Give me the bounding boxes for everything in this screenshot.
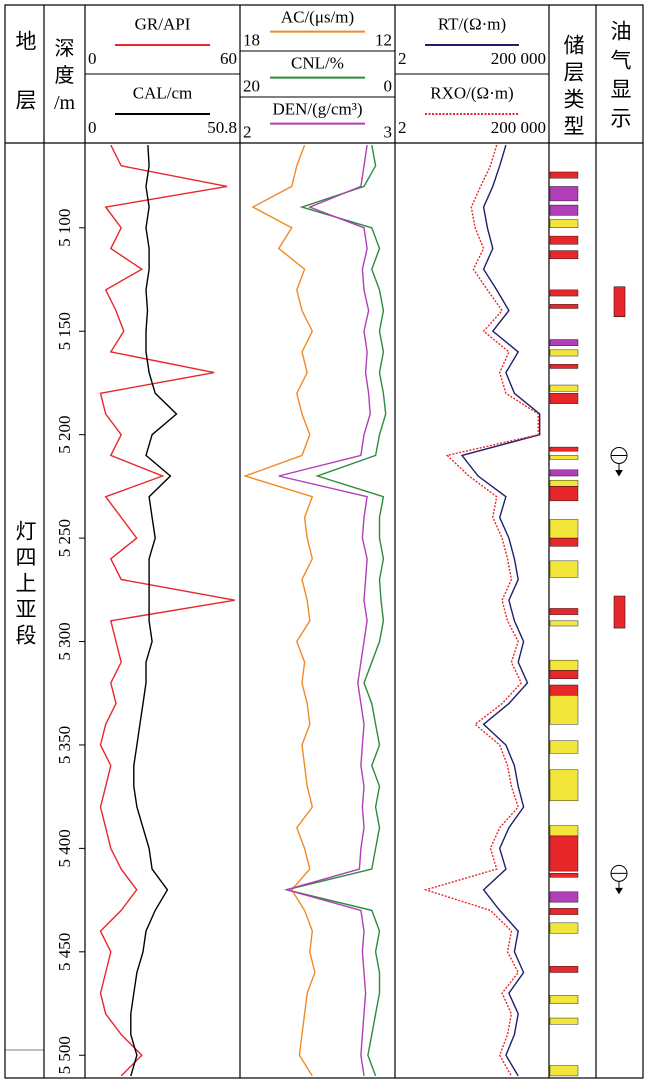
reservoir-interval: [549, 393, 579, 404]
stratum-header: 地层: [13, 30, 37, 148]
y-tick-label: 5 350: [55, 726, 74, 764]
y-tick-label: 5 200: [55, 416, 74, 454]
scale-label: 12: [375, 31, 392, 50]
reservoir-interval: [549, 835, 579, 872]
scale-label: 0: [88, 118, 97, 137]
curve: [286, 144, 387, 1077]
reservoir-interval: [549, 235, 579, 245]
curve: [242, 144, 316, 1077]
show-interval: [613, 595, 626, 629]
reservoir-interval: [549, 769, 579, 802]
scale-label: 0: [88, 49, 97, 68]
series-name: RXO/(Ω·m): [430, 84, 513, 103]
y-tick-label: 5 450: [55, 933, 74, 971]
reservoir-interval: [549, 384, 579, 392]
stratum-label: 灯四上亚段: [13, 520, 37, 650]
reservoir-interval: [549, 966, 579, 973]
reservoir-interval: [549, 204, 579, 216]
y-tick-label: 5 400: [55, 829, 74, 867]
reservoir-interval: [549, 486, 579, 502]
curve: [99, 144, 235, 1077]
reservoir-interval: [549, 659, 579, 671]
reservoir-interval: [549, 695, 579, 725]
reservoir-interval: [549, 922, 579, 934]
show-symbol: [610, 864, 628, 895]
scale-label: 2: [243, 123, 252, 142]
reservoir-interval: [549, 455, 579, 460]
reservoir-interval: [549, 825, 579, 837]
series-name: RT/(Ω·m): [438, 15, 506, 34]
scale-label: 50.8: [207, 118, 237, 137]
reservoir-interval: [549, 364, 579, 369]
reservoir-interval: [549, 349, 579, 357]
reservoir-interval: [549, 670, 579, 679]
reservoir-interval: [549, 537, 579, 547]
reservoir-interval: [549, 186, 579, 202]
series-name: CAL/cm: [133, 84, 193, 103]
y-tick-label: 5 100: [55, 209, 74, 247]
series-name: AC/(μs/m): [281, 8, 354, 27]
reservoir-interval: [549, 995, 579, 1004]
scale-label: 200 000: [491, 49, 546, 68]
depth-header-part: 深: [54, 38, 75, 60]
reservoir-interval: [549, 289, 579, 297]
reservoir-interval: [549, 891, 579, 903]
depth-header-part: /m: [53, 92, 76, 114]
scale-label: 60: [220, 49, 237, 68]
reservoir-interval: [549, 608, 579, 615]
series-name: GR/API: [135, 15, 191, 34]
reservoir-interval: [549, 560, 579, 578]
reservoir-interval: [549, 740, 579, 754]
curve: [460, 144, 541, 1077]
reservoir-interval: [549, 684, 579, 696]
curve: [130, 145, 178, 1077]
scale-label: 18: [243, 31, 260, 50]
reservoir-interval: [549, 219, 579, 229]
reservoir-interval: [549, 908, 579, 915]
frame: [4, 4, 644, 1079]
show-header: 油气显示: [608, 20, 632, 136]
reservoir-interval: [549, 1065, 579, 1077]
reservoir-interval: [549, 304, 579, 309]
reservoir-interval: [549, 873, 579, 878]
reservoir-interval: [549, 479, 579, 487]
series-name: CNL/%: [291, 54, 344, 73]
scale-label: 3: [384, 123, 393, 142]
show-symbol: [610, 446, 628, 477]
series-name: DEN/(g/cm³): [272, 100, 362, 119]
show-interval: [613, 286, 626, 318]
y-tick-label: 5 150: [55, 312, 74, 350]
reservoir-interval: [549, 469, 579, 477]
scale-label: 20: [243, 77, 260, 96]
y-tick-label: 5 500: [55, 1036, 74, 1074]
reservoir-interval: [549, 620, 579, 627]
scale-label: 0: [384, 77, 393, 96]
reservoir-interval: [549, 339, 579, 346]
y-tick-label: 5 300: [55, 622, 74, 660]
scale-label: 2: [398, 49, 407, 68]
curve: [278, 144, 371, 1077]
scale-label: 2: [398, 118, 407, 137]
depth-header: 深 度 /m: [44, 36, 85, 117]
reservoir-interval: [549, 171, 579, 179]
y-tick-label: 5 250: [55, 519, 74, 557]
reservoir-header: 储层类型: [561, 34, 585, 142]
scale-label: 200 000: [491, 118, 546, 137]
curve: [423, 144, 539, 1077]
reservoir-interval: [549, 519, 579, 539]
reservoir-interval: [549, 1017, 579, 1025]
depth-header-part: 度: [54, 65, 75, 87]
reservoir-interval: [549, 250, 579, 260]
reservoir-interval: [549, 446, 579, 452]
